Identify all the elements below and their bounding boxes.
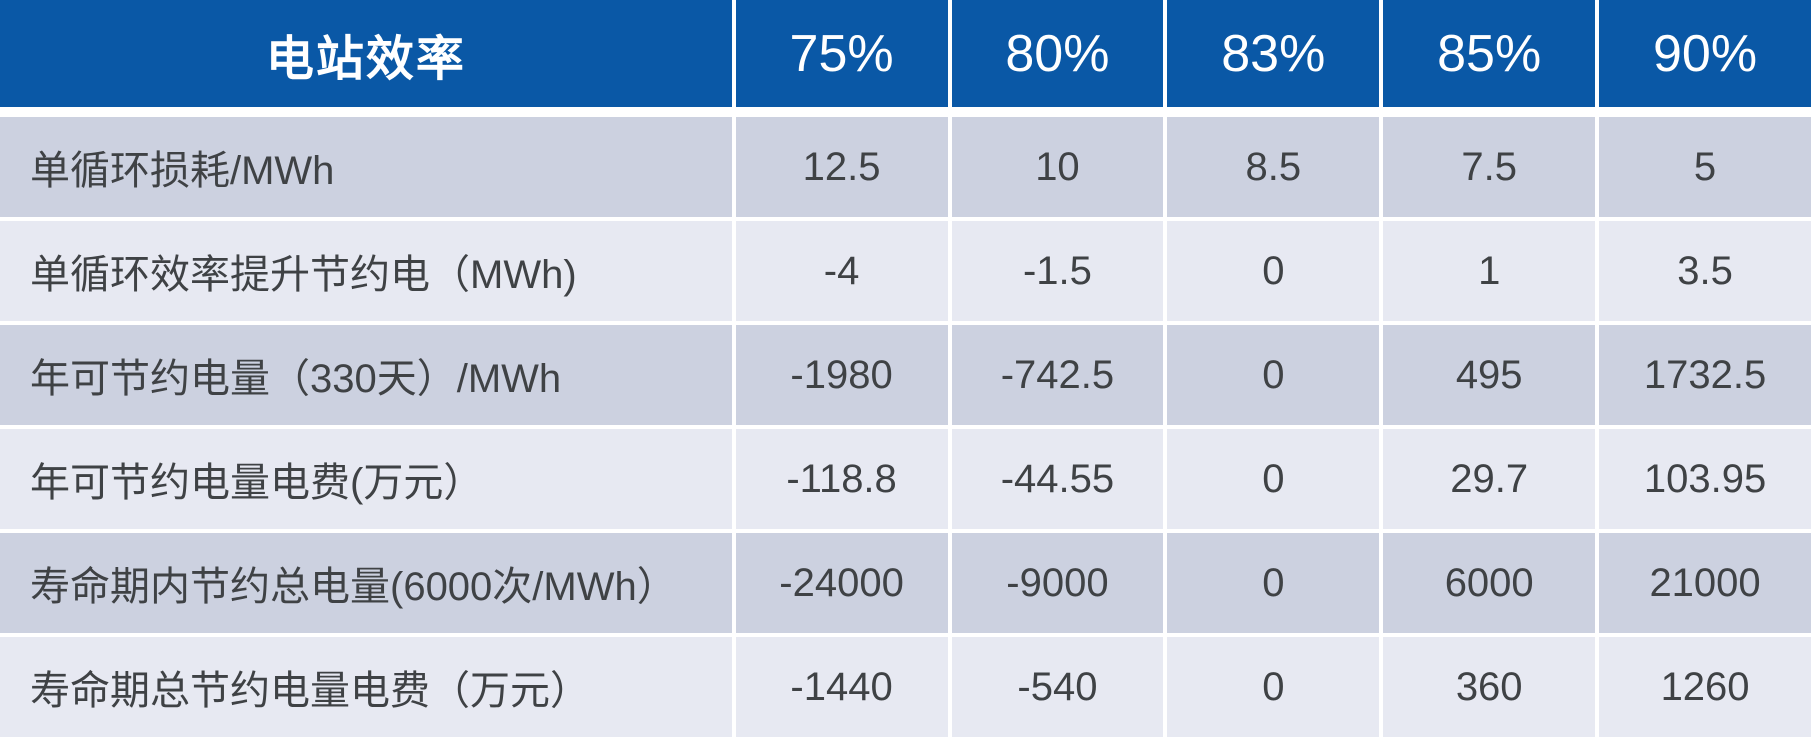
value-cell: -4: [735, 221, 948, 321]
row-label: 年可节约电量电费(万元）: [0, 429, 732, 529]
row-label: 单循环损耗/MWh: [0, 117, 732, 217]
table-header-row: 电站效率 75% 80% 83% 85% 90%: [0, 0, 1811, 107]
value-cell: -742.5: [951, 325, 1164, 425]
value-cell: 1: [1383, 221, 1596, 321]
value-cell: 0: [1167, 533, 1380, 633]
value-cell: 8.5: [1167, 117, 1380, 217]
row-label: 寿命期内节约总电量(6000次/MWh）: [0, 533, 732, 633]
header-col-75: 75%: [735, 0, 948, 107]
value-cell: 1732.5: [1599, 325, 1811, 425]
table-row: 年可节约电量电费(万元） -118.8 -44.55 0 29.7 103.95: [0, 429, 1811, 529]
header-col-83: 83%: [1167, 0, 1380, 107]
value-cell: 0: [1167, 429, 1380, 529]
value-cell: 6000: [1383, 533, 1596, 633]
value-cell: 3.5: [1599, 221, 1811, 321]
value-cell: 12.5: [735, 117, 948, 217]
row-label: 单循环效率提升节约电（MWh): [0, 221, 732, 321]
value-cell: -1980: [735, 325, 948, 425]
row-label: 年可节约电量（330天）/MWh: [0, 325, 732, 425]
value-cell: -540: [951, 637, 1164, 737]
value-cell: 21000: [1599, 533, 1811, 633]
value-cell: 29.7: [1383, 429, 1596, 529]
header-col-85: 85%: [1383, 0, 1596, 107]
header-col-80: 80%: [951, 0, 1164, 107]
value-cell: 0: [1167, 221, 1380, 321]
row-label: 寿命期总节约电量电费（万元）: [0, 637, 732, 737]
value-cell: -118.8: [735, 429, 948, 529]
value-cell: 495: [1383, 325, 1596, 425]
value-cell: -9000: [951, 533, 1164, 633]
value-cell: 1260: [1599, 637, 1811, 737]
table-row: 寿命期内节约总电量(6000次/MWh） -24000 -9000 0 6000…: [0, 533, 1811, 633]
value-cell: -44.55: [951, 429, 1164, 529]
value-cell: -24000: [735, 533, 948, 633]
table-row: 寿命期总节约电量电费（万元） -1440 -540 0 360 1260: [0, 637, 1811, 737]
value-cell: 0: [1167, 637, 1380, 737]
value-cell: 5: [1599, 117, 1811, 217]
header-col-90: 90%: [1599, 0, 1811, 107]
header-title-cell: 电站效率: [0, 0, 732, 107]
value-cell: 7.5: [1383, 117, 1596, 217]
value-cell: 0: [1167, 325, 1380, 425]
table-row: 单循环效率提升节约电（MWh) -4 -1.5 0 1 3.5: [0, 221, 1811, 321]
value-cell: -1440: [735, 637, 948, 737]
value-cell: 360: [1383, 637, 1596, 737]
table-row: 年可节约电量（330天）/MWh -1980 -742.5 0 495 1732…: [0, 325, 1811, 425]
value-cell: 10: [951, 117, 1164, 217]
value-cell: 103.95: [1599, 429, 1811, 529]
table-row: 单循环损耗/MWh 12.5 10 8.5 7.5 5: [0, 117, 1811, 217]
value-cell: -1.5: [951, 221, 1164, 321]
